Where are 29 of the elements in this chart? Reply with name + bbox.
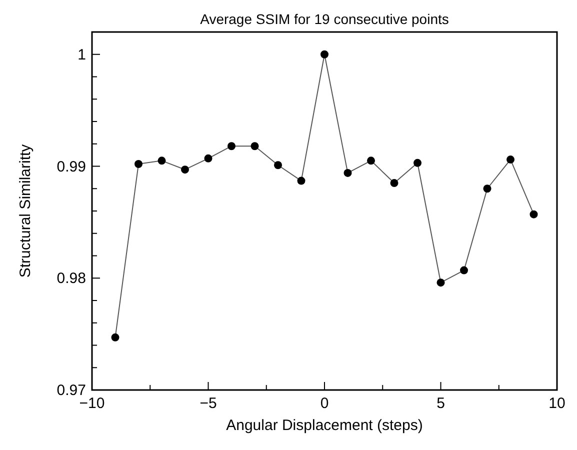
point <box>320 50 328 58</box>
point <box>414 158 422 167</box>
x-tick-label: −5 <box>200 395 217 412</box>
point <box>367 156 375 165</box>
y-tick-label: 0.98 <box>56 270 86 288</box>
x-axis-title: Angular Displacement (steps) <box>226 417 423 434</box>
point <box>436 278 445 287</box>
x-tick-label: 0 <box>320 395 329 412</box>
point <box>390 179 398 188</box>
point <box>530 210 538 218</box>
point <box>483 184 492 193</box>
point <box>134 160 142 168</box>
point <box>344 168 352 177</box>
point <box>204 154 212 162</box>
point <box>460 266 468 274</box>
point <box>250 142 259 150</box>
point <box>181 166 189 174</box>
point <box>111 333 120 342</box>
chart-title: Average SSIM for 19 consecutive points <box>200 11 449 27</box>
point <box>158 156 166 165</box>
y-tick-label: 1 <box>78 46 86 64</box>
x-tick-label: 10 <box>548 395 566 412</box>
point <box>228 142 236 150</box>
point <box>297 176 306 185</box>
point <box>506 156 514 164</box>
y-axis-title: Structural Similaritty <box>17 144 34 278</box>
point <box>274 161 282 170</box>
x-tick-label: 5 <box>436 395 445 412</box>
y-tick-label: 0.99 <box>56 158 86 176</box>
